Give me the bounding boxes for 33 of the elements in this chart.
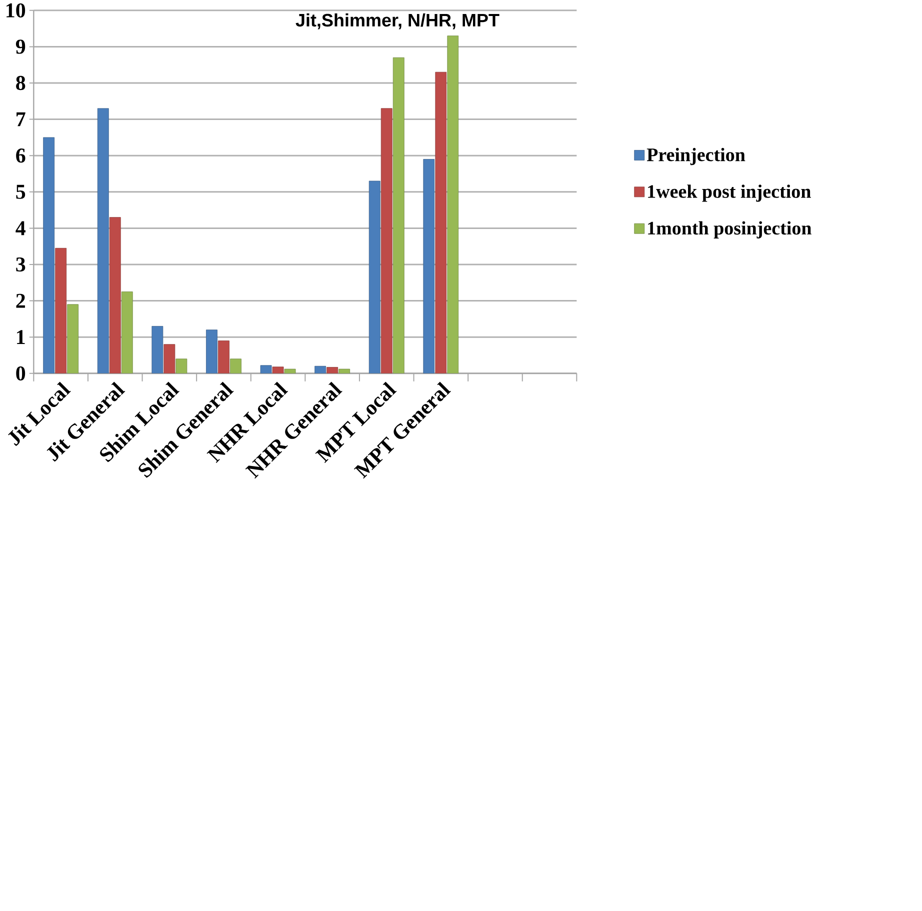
y-tick-label: 10: [6, 4, 26, 18]
y-tick-label: 8: [16, 76, 26, 90]
bar: [435, 72, 447, 374]
bar: [55, 248, 67, 374]
y-tick-label: 1: [17, 330, 25, 344]
bar: [380, 108, 392, 374]
bar: [392, 58, 404, 374]
bar: [176, 358, 188, 374]
chart-title: Jit,Shimmer, N/HR, MPT: [296, 14, 500, 30]
y-tick-label: 6: [16, 148, 26, 163]
bar: [109, 217, 121, 374]
bar: [121, 292, 133, 374]
y-tick-label: 5: [16, 185, 26, 200]
y-tick-label: 3: [16, 258, 26, 272]
bar: [164, 344, 176, 374]
bar: [97, 108, 109, 374]
legend-label: 1month posinjection: [648, 221, 812, 239]
bar: [152, 326, 164, 374]
y-tick-label: 0: [16, 366, 26, 381]
bar: [423, 159, 435, 374]
legend-label: Preinjection: [646, 148, 746, 166]
y-tick-label: 4: [16, 221, 26, 236]
bar: [230, 358, 242, 374]
bar: [67, 304, 79, 374]
bar: [218, 340, 230, 374]
legend-label: 1week post injection: [648, 184, 811, 202]
y-tick-label: 7: [16, 112, 26, 126]
bar: [447, 36, 459, 374]
bar: [206, 330, 218, 374]
y-tick-label: 2: [16, 294, 25, 308]
bar: [43, 137, 55, 374]
y-tick-label: 9: [16, 40, 26, 54]
bar: [368, 180, 380, 374]
